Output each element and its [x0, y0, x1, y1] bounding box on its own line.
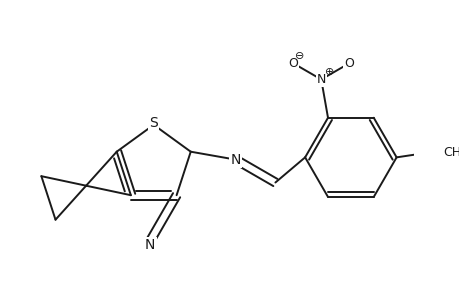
Text: O: O	[288, 57, 298, 70]
Text: O: O	[343, 57, 353, 70]
Text: N: N	[316, 73, 325, 86]
Text: CH₃: CH₃	[443, 146, 459, 159]
Text: ⊖: ⊖	[294, 51, 303, 61]
Text: S: S	[149, 116, 158, 130]
Text: N: N	[230, 153, 241, 166]
Text: N: N	[145, 238, 155, 252]
Text: ⊕: ⊕	[324, 67, 333, 77]
